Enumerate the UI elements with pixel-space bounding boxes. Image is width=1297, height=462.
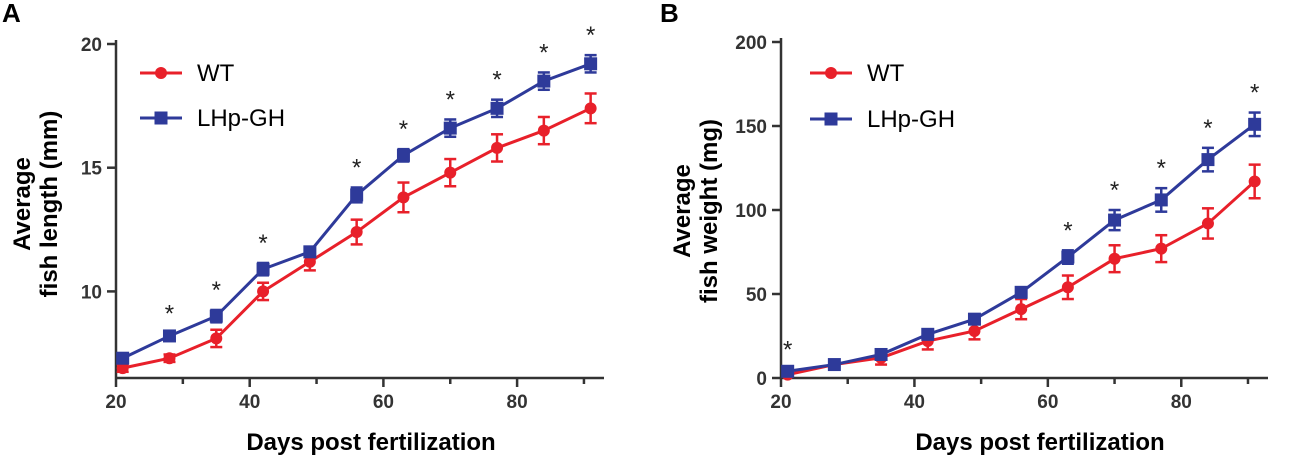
- panel-a-y-tick-label: 10: [81, 282, 102, 303]
- panel-a-series-lhp-gh-point: [396, 148, 410, 162]
- panel-b-y-tick-label: 0: [756, 369, 767, 390]
- panel-a-significance-star: *: [352, 154, 361, 181]
- panel-a-y-axis-title-line1: Average: [9, 157, 36, 251]
- panel-a-significance-star: *: [539, 39, 548, 66]
- panel-a-series-wt-point: [444, 166, 457, 179]
- panel-b-x-tick-label: 40: [904, 392, 925, 413]
- panel-a-significance-star: *: [212, 277, 221, 304]
- panel-b-y-tick-label: 50: [746, 285, 767, 306]
- panel-a-series-lhp-gh-point: [443, 121, 457, 135]
- panel-b-series-wt-point: [1108, 252, 1121, 265]
- panel-b-y-axis-title-line1: Average: [669, 164, 696, 258]
- panel-b-series-lhp-gh-line: [787, 123, 1256, 373]
- panel-b-legend-marker-0: [825, 67, 837, 79]
- panel-a-y-tick-label: 15: [81, 159, 103, 180]
- panel-b-significance-star: *: [1063, 217, 1072, 244]
- panel-a-y-axis-title-line2: fish length (mm): [36, 111, 63, 298]
- panel-a-significance-star: *: [492, 67, 501, 94]
- panel-a-series-lhp-gh-line: [122, 62, 592, 360]
- panel-a-x-axis-title: Days post fertilization: [246, 429, 495, 456]
- panel-b-series-lhp-gh-point: [827, 358, 841, 372]
- panel-b-x-tick-label: 60: [1037, 392, 1058, 413]
- panel-b-series-lhp-gh-point: [1061, 250, 1075, 264]
- panel-a-x-tick-label: 20: [105, 392, 126, 413]
- panel-b-legend-label-1: LHp-GH: [867, 106, 955, 133]
- panel-b-significance-star: *: [1157, 155, 1166, 182]
- panel-b-series-wt-line: [787, 180, 1256, 377]
- panel-a-x-tick-label: 60: [373, 392, 394, 413]
- panel-a-series-lhp-gh-point: [584, 57, 598, 71]
- panel-a-legend-label-0: WT: [197, 60, 235, 87]
- panel-b-series-wt: [781, 163, 1261, 381]
- panel-b-significance-star: *: [1110, 177, 1119, 204]
- panel-a-significance-star: *: [399, 116, 408, 143]
- panel-a-significance-star: *: [446, 86, 455, 113]
- panel-a-series-lhp-gh-point: [116, 351, 130, 365]
- panel-a-series-wt-point: [350, 226, 363, 239]
- panel-b-significance-star: *: [1250, 80, 1259, 107]
- panel-a-series-lhp-gh-point: [209, 309, 223, 323]
- panel-b-significance-star: *: [783, 337, 792, 364]
- panel-b-series-lhp-gh-point: [967, 312, 981, 326]
- panel-b-letter: B: [660, 0, 679, 28]
- panel-a-series-wt-point: [116, 362, 129, 375]
- panel-b-x-tick-label: 80: [1171, 392, 1192, 413]
- panel-a-legend-label-1: LHp-GH: [197, 105, 285, 132]
- panel-a-letter: A: [2, 0, 21, 28]
- panel-b-series-lhp-gh-point: [1108, 213, 1122, 227]
- panel-b-y-tick-label: 150: [735, 117, 767, 138]
- panel-a-series-lhp-gh-point: [490, 101, 504, 115]
- panel-a-series-wt-point: [210, 332, 223, 345]
- panel-b-legend-marker-1: [824, 112, 838, 126]
- panel-a-series-lhp-gh-point: [350, 188, 364, 202]
- panel-a-x-tick-label: 40: [239, 392, 260, 413]
- panel-a-series-lhp-gh-point: [256, 262, 270, 276]
- panel-a-legend-marker-0: [155, 67, 167, 79]
- panel-b-legend-label-0: WT: [867, 60, 905, 87]
- panel-b-significance-star: *: [1203, 115, 1212, 142]
- panel-b-y-axis-title-line2: fish weight (mg): [696, 119, 723, 303]
- panel-b-series-wt-point: [1015, 303, 1028, 316]
- panel-b-series-lhp-gh: [781, 111, 1262, 378]
- panel-a-legend-marker-1: [154, 111, 168, 125]
- panel-b-series-wt-point: [1201, 217, 1214, 230]
- panel-b-series-lhp-gh-point: [1154, 193, 1168, 207]
- panel-a-chart: A Average fish length (mm) Days post fer…: [2, 0, 604, 456]
- panel-b-series-wt-point: [1248, 175, 1261, 188]
- panel-b-y-tick-label: 100: [735, 201, 767, 222]
- panel-b-series-wt-point: [968, 324, 981, 337]
- panel-b-x-axis-title: Days post fertilization: [915, 429, 1164, 456]
- panel-a-significance-star: *: [586, 22, 595, 49]
- panel-a-series-lhp-gh-point: [162, 329, 176, 343]
- panel-a-significance-star: *: [165, 300, 174, 327]
- panel-b-series-wt-point: [1155, 242, 1168, 255]
- panel-a-series-wt-point: [584, 102, 597, 115]
- panel-a-x-tick-label: 80: [507, 392, 528, 413]
- panel-b-series-lhp-gh-point: [1248, 117, 1262, 131]
- panel-a-series-wt: [116, 92, 597, 375]
- panel-a-series-wt-point: [491, 141, 504, 154]
- panel-b-series-lhp-gh-point: [1014, 285, 1028, 299]
- panel-a-series-lhp-gh-point: [303, 245, 317, 259]
- panel-a-series-wt-point: [397, 191, 410, 204]
- panel-a-series-wt-point: [537, 124, 550, 137]
- panel-a-series-lhp-gh: [116, 53, 598, 365]
- panel-b-series-lhp-gh-point: [1201, 153, 1215, 167]
- panel-a-y-tick-label: 20: [81, 35, 102, 56]
- panel-a-series-wt-point: [303, 255, 316, 268]
- panel-a-significance-star: *: [258, 230, 267, 257]
- panel-b-series-lhp-gh-point: [781, 364, 795, 378]
- panel-b-series-lhp-gh-point: [921, 327, 935, 341]
- panel-b-x-tick-label: 20: [770, 392, 791, 413]
- panel-a-series-wt-point: [163, 352, 176, 365]
- panel-b-chart: B Average fish weight (mg) Days post fer…: [660, 0, 1268, 456]
- panel-a-series-wt-point: [257, 285, 270, 298]
- panel-a-series-lhp-gh-point: [537, 74, 551, 88]
- panel-b-series-wt-point: [1061, 281, 1074, 294]
- panel-b-series-lhp-gh-point: [874, 347, 888, 361]
- panel-b-y-tick-label: 200: [735, 33, 767, 54]
